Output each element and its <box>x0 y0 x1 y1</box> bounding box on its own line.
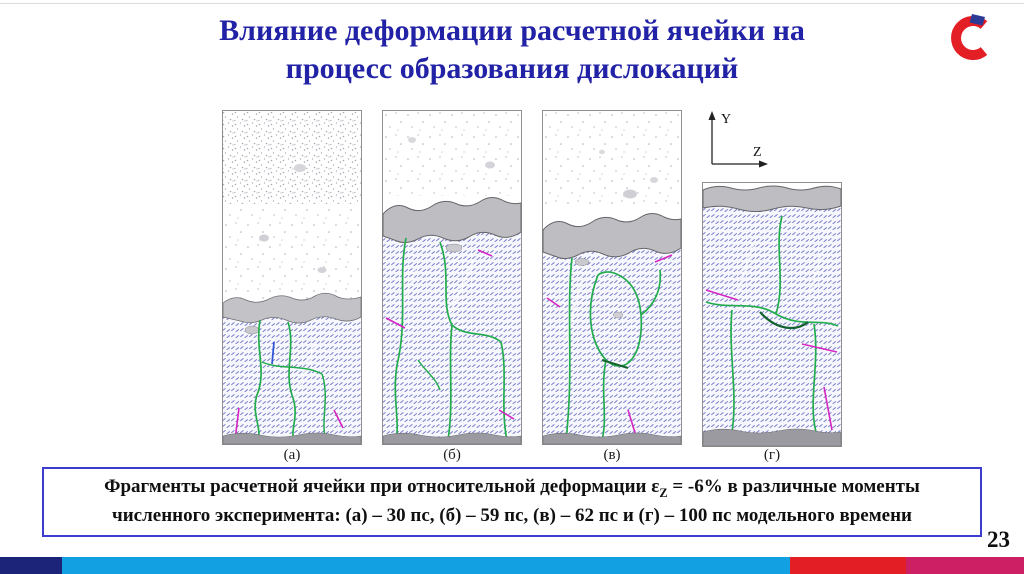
gas-region <box>223 112 361 304</box>
dislocations-dark-green <box>759 311 809 330</box>
molten-surface-band <box>222 292 362 324</box>
stripe-segment-blue <box>62 557 790 574</box>
void-blob <box>612 311 624 319</box>
panel-label-b: (б) <box>443 447 461 463</box>
dislocations-dark-green <box>601 358 629 370</box>
caption-line-2: численного эксперимента: (а) – 30 пс, (б… <box>112 505 912 527</box>
stripe-segment-magenta <box>906 557 1024 574</box>
simulation-panel-b <box>382 110 522 450</box>
surface-droplet <box>244 325 260 335</box>
gas-region <box>543 112 681 208</box>
simulation-image-g <box>702 182 842 447</box>
top-divider <box>0 3 1024 4</box>
dislocations-magenta <box>385 249 515 420</box>
y-axis-arrow-icon <box>708 111 716 120</box>
axis-label-z: Z <box>753 145 762 160</box>
dislocations-green <box>394 237 508 441</box>
simulation-panel-v <box>542 110 682 450</box>
molten-surface-band <box>382 197 522 244</box>
simulation-image-b <box>382 110 522 445</box>
bottom-substrate <box>702 428 842 447</box>
crystal-lattice <box>223 310 361 436</box>
panel-label-v: (в) <box>603 447 621 463</box>
bottom-substrate <box>382 432 522 445</box>
caption-text-before-sub: Фрагменты расчетной ячейки при относител… <box>104 476 660 498</box>
crystal-lattice <box>703 204 841 434</box>
simulation-image-a <box>222 110 362 445</box>
dislocations-green <box>565 257 662 441</box>
z-axis-arrow-icon <box>759 160 768 168</box>
dislocations-green <box>705 215 839 433</box>
gas-region <box>383 112 521 196</box>
simulation-image-v <box>542 110 682 445</box>
panel-label-a: (а) <box>283 447 301 463</box>
company-logo <box>944 13 998 63</box>
coordinate-axes: Y Z <box>708 111 768 168</box>
surface-droplet <box>445 243 463 253</box>
surface-droplet <box>574 258 590 266</box>
figure-caption: Фрагменты расчетной ячейки при относител… <box>42 467 982 537</box>
dislocations-magenta <box>705 289 838 431</box>
dislocations-magenta <box>546 254 673 437</box>
axis-label-y: Y <box>721 112 731 127</box>
slide-title-line-2: процесс образования дислокаций <box>285 51 739 85</box>
simulation-panel-g <box>702 182 842 452</box>
company-logo-icon <box>951 14 988 60</box>
stripe-segment-navy <box>0 557 62 574</box>
bottom-substrate <box>222 432 362 445</box>
stripe-segment-red <box>790 557 906 574</box>
slide-title-line-1: Влияние деформации расчетной ячейки на <box>219 14 805 47</box>
molten-surface-band <box>702 185 842 212</box>
molten-surface-band <box>542 213 682 260</box>
crystal-lattice <box>543 246 681 438</box>
bottom-substrate <box>542 432 682 445</box>
footer-stripe <box>0 557 1024 574</box>
page-number: 23 <box>987 527 1010 552</box>
slide-title: Влияние деформации расчетной ячейки на п… <box>70 12 954 88</box>
caption-line-1: Фрагменты расчетной ячейки при относител… <box>54 473 970 502</box>
panel-label-g: (г) <box>763 447 781 463</box>
caption-text-after-sub: = -6% в различные моменты <box>667 476 920 498</box>
dislocations-blue <box>271 341 275 365</box>
caption-subscript: Z <box>659 485 668 500</box>
simulation-panel-a <box>222 110 362 450</box>
